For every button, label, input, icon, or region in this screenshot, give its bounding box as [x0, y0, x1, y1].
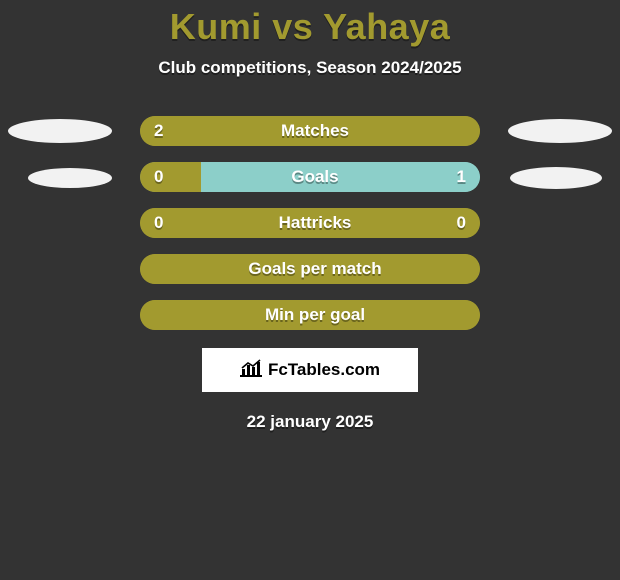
stat-bar: 2Matches [140, 116, 480, 146]
stat-bar: Goals per match [140, 254, 480, 284]
stat-bar-left-fill [140, 254, 480, 284]
page-subtitle: Club competitions, Season 2024/2025 [0, 58, 620, 78]
stat-bar-left-fill [140, 116, 480, 146]
stat-bar: 01Goals [140, 162, 480, 192]
attribution-box: FcTables.com [202, 348, 418, 392]
comparison-row: 00Hattricks [0, 208, 620, 238]
comparison-row: 01Goals [0, 162, 620, 192]
stat-bar-left-fill [140, 162, 201, 192]
player-right-marker [510, 167, 602, 189]
player-left-marker [28, 168, 112, 188]
comparison-rows: 2Matches01Goals00HattricksGoals per matc… [0, 116, 620, 330]
stat-bar-right-fill [201, 162, 480, 192]
player-left-marker [8, 119, 112, 143]
player-right-marker [508, 119, 612, 143]
stat-bar: 00Hattricks [140, 208, 480, 238]
attribution-text: FcTables.com [268, 360, 380, 380]
snapshot-date: 22 january 2025 [0, 412, 620, 432]
chart-icon [240, 359, 262, 382]
stat-right-value: 0 [457, 208, 466, 238]
stat-bar-left-fill [140, 300, 480, 330]
comparison-row: Min per goal [0, 300, 620, 330]
stat-bar: Min per goal [140, 300, 480, 330]
stat-left-value: 0 [154, 162, 163, 192]
comparison-infographic: Kumi vs Yahaya Club competitions, Season… [0, 0, 620, 432]
comparison-row: Goals per match [0, 254, 620, 284]
stat-bar-left-fill [140, 208, 480, 238]
page-title: Kumi vs Yahaya [0, 6, 620, 48]
stat-left-value: 0 [154, 208, 163, 238]
comparison-row: 2Matches [0, 116, 620, 146]
stat-left-value: 2 [154, 116, 163, 146]
stat-right-value: 1 [457, 162, 466, 192]
